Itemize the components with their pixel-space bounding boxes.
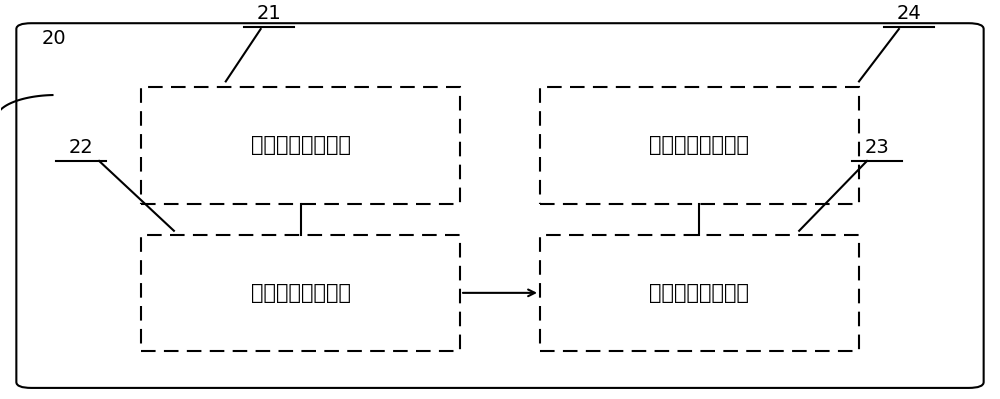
Text: 脉冲信号确定模块: 脉冲信号确定模块 [251, 283, 351, 303]
Text: 电压波形获取模块: 电压波形获取模块 [251, 135, 351, 156]
Bar [540, 235, 859, 351]
Bar [141, 87, 460, 203]
Text: 23: 23 [865, 138, 889, 157]
Text: 重燃次数确定模块: 重燃次数确定模块 [649, 283, 749, 303]
Text: 22: 22 [69, 138, 94, 157]
Bar [141, 235, 460, 351]
Text: 20: 20 [41, 30, 66, 48]
Text: 24: 24 [896, 4, 921, 23]
Text: 接地故障识别模块: 接地故障识别模块 [649, 135, 749, 156]
Bar [540, 87, 859, 203]
Text: 21: 21 [256, 4, 281, 23]
